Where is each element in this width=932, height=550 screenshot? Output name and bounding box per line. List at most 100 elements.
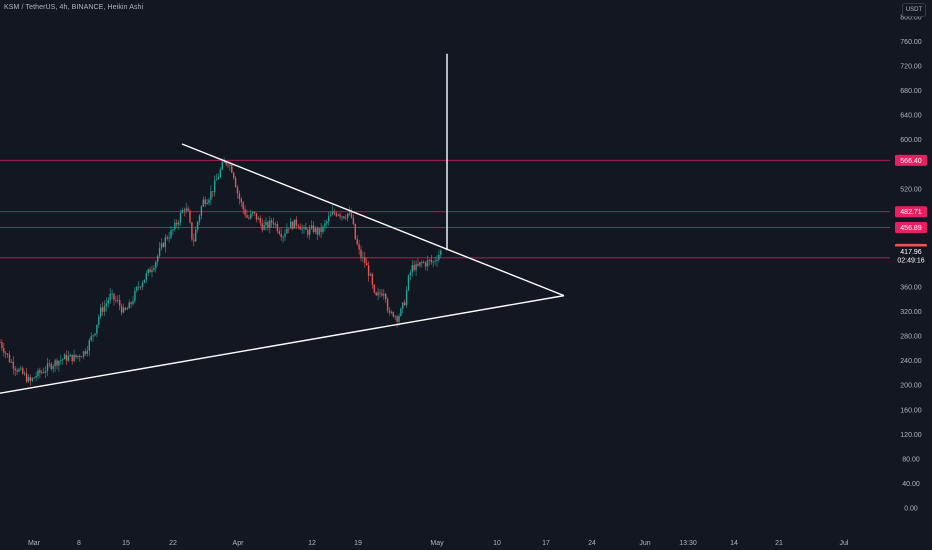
candle-body	[105, 303, 108, 307]
candle-body	[44, 370, 47, 373]
candle-body	[25, 373, 28, 382]
candle-body	[274, 223, 277, 225]
candle-body	[335, 213, 337, 216]
candle-body	[282, 236, 284, 238]
price-axis[interactable]: 800.00 760.00 720.00 680.00 640.00 600.00 520.…	[900, 14, 922, 512]
candle-body	[22, 368, 24, 374]
candle-body	[58, 360, 60, 366]
candle-body	[141, 282, 144, 288]
candle-body	[35, 376, 37, 378]
trendline-upper-resistance	[181, 143, 565, 297]
x-tick-label: 19	[354, 540, 362, 547]
candle-body	[293, 219, 296, 229]
candle-body	[320, 228, 322, 232]
candle-body	[375, 292, 377, 296]
level-badge-bg	[895, 154, 927, 166]
candle-body	[233, 172, 235, 178]
candle-body	[236, 187, 239, 194]
candle-body	[339, 214, 341, 217]
candle-body	[396, 316, 398, 322]
candle-body	[252, 211, 254, 214]
candle-body	[257, 218, 260, 220]
candle-body	[417, 264, 419, 266]
candle-body	[288, 228, 290, 230]
candle-body	[122, 307, 125, 313]
candle-body	[46, 363, 49, 371]
candle-body	[164, 237, 166, 247]
candle-body	[428, 259, 431, 261]
candle-body	[189, 210, 191, 223]
currency-selector[interactable]: USDT	[902, 3, 926, 17]
candle-body	[307, 229, 309, 235]
candle-body	[430, 259, 432, 262]
y-tick-label: 0.00	[904, 506, 918, 513]
candle-body	[358, 244, 360, 250]
candle-body	[208, 199, 210, 203]
candle-body	[158, 247, 161, 256]
candle-body	[179, 213, 182, 223]
candle-body	[168, 237, 170, 239]
candle-body	[347, 213, 349, 218]
candle-body	[86, 350, 89, 354]
candle-body	[356, 239, 358, 245]
candle-body	[107, 300, 109, 304]
candle-body	[280, 233, 282, 237]
candle-body	[426, 260, 429, 267]
candle-body	[69, 354, 71, 357]
candle-body	[421, 261, 423, 263]
candle-body	[77, 355, 79, 358]
candle-body	[402, 302, 404, 309]
candle-body	[409, 272, 412, 276]
candle-body	[373, 284, 375, 293]
candle-body	[191, 222, 193, 240]
candle-body	[14, 368, 16, 371]
x-tick-label: Jun	[639, 540, 650, 547]
candle-body	[120, 305, 123, 313]
candle-body	[134, 290, 136, 301]
y-tick-label: 520.00	[900, 186, 922, 193]
current-price-label: 417.96	[900, 249, 922, 256]
time-axis[interactable]: Mar 8 15 22 Apr 12 19 May 10 17 24 Jun 13:30 14 21 Jul	[28, 540, 849, 547]
candle-body	[210, 191, 212, 200]
x-tick-label: 8	[77, 540, 81, 547]
x-tick-label: Jul	[840, 540, 849, 547]
candle-body	[187, 208, 189, 211]
candle-body	[202, 199, 204, 207]
candle-body	[56, 360, 58, 366]
x-tick-label: 15	[122, 540, 130, 547]
candle-body	[172, 229, 174, 231]
candle-body	[310, 225, 313, 229]
level-badge: 566.40	[900, 158, 922, 165]
candle-body	[130, 302, 132, 304]
candle-body	[193, 239, 195, 242]
candle-body	[440, 250, 442, 255]
candle-body	[196, 221, 199, 230]
candle-body	[438, 254, 440, 260]
candle-body	[50, 363, 52, 369]
candle-body	[337, 214, 339, 216]
y-tick-label: 760.00	[900, 39, 922, 46]
candle-body	[67, 356, 70, 361]
candle-body	[139, 286, 142, 288]
symbol-title[interactable]: KSM / TetherUS, 4h, BINANCE, Heikin Ashi	[4, 4, 144, 11]
candle-body	[166, 237, 168, 239]
candle-body	[388, 310, 391, 313]
candle-body	[29, 377, 32, 381]
candle-body	[71, 354, 73, 362]
candle-body	[39, 370, 41, 374]
horizontal-levels	[0, 159, 890, 259]
candle-body	[149, 269, 151, 273]
candle-body	[265, 222, 267, 225]
candle-body	[18, 369, 20, 372]
candle-body	[43, 372, 45, 374]
candle-body	[413, 265, 415, 270]
candle-body	[272, 222, 275, 225]
candle-body	[177, 222, 180, 225]
candle-body	[286, 228, 288, 234]
candle-body	[250, 213, 252, 219]
candle-body	[290, 221, 292, 229]
current-price-bg	[895, 246, 927, 266]
x-tick-label: 13:30	[679, 540, 697, 547]
candle-body	[204, 199, 206, 205]
